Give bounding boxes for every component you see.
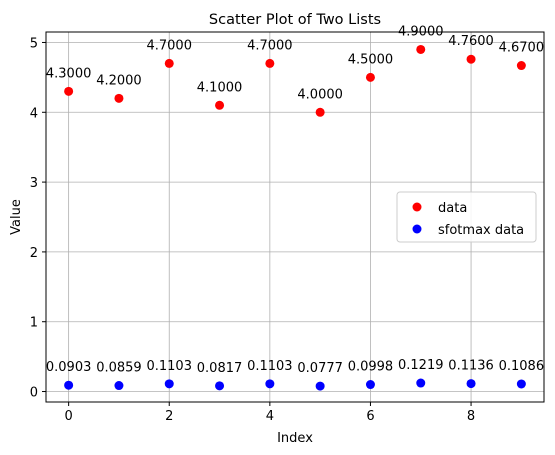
y-tick-label: 0 xyxy=(30,386,38,401)
data-label: 4.7000 xyxy=(247,38,293,53)
y-tick-label: 5 xyxy=(30,36,38,51)
x-tick-label: 2 xyxy=(165,409,173,424)
data-point xyxy=(265,58,275,68)
legend-marker xyxy=(412,202,422,212)
data-label: 0.1103 xyxy=(247,359,293,374)
data-point xyxy=(466,54,476,64)
data-label: 4.7600 xyxy=(448,34,494,49)
data-point xyxy=(215,381,225,391)
legend-marker xyxy=(412,224,422,234)
data-label: 0.0903 xyxy=(46,360,92,375)
data-label: 4.5000 xyxy=(348,52,394,67)
data-label: 4.2000 xyxy=(96,73,142,88)
data-point xyxy=(164,379,174,389)
data-point xyxy=(114,381,124,391)
data-point xyxy=(315,107,325,117)
y-tick-label: 4 xyxy=(30,106,38,121)
data-label: 0.0817 xyxy=(197,361,243,376)
data-point xyxy=(416,44,426,54)
series-2: 0.0903 0.0859 0.1103 0.0817 0.1103 0.0777 0.09… xyxy=(46,358,544,391)
y-tick-label: 3 xyxy=(30,176,38,191)
data-label: 0.1103 xyxy=(146,359,192,374)
x-axis-label: Index xyxy=(277,431,313,446)
legend-box xyxy=(396,191,537,243)
data-point xyxy=(265,379,275,389)
x-tick-label: 4 xyxy=(266,409,274,424)
data-point xyxy=(516,61,526,71)
data-point xyxy=(315,381,325,391)
axes-frame xyxy=(45,31,545,403)
data-label: 0.1136 xyxy=(448,359,494,374)
axes: 0 2 4 6 8 0 1 2 3 4 5 xyxy=(30,31,545,424)
legend-entry-label: data xyxy=(438,201,467,216)
plot-area: 4.3000 4.2000 4.7000 4.1000 4.7000 4.0000 4.50… xyxy=(46,24,545,391)
chart-title: Scatter Plot of Two Lists xyxy=(209,12,381,28)
y-tick-label: 1 xyxy=(30,316,38,331)
data-label: 0.1086 xyxy=(499,359,545,374)
data-point xyxy=(215,100,225,110)
data-label: 4.3000 xyxy=(46,66,92,81)
data-label: 4.7000 xyxy=(146,38,192,53)
y-axis-label: Value xyxy=(9,199,24,235)
data-point xyxy=(114,93,124,103)
data-point xyxy=(466,379,476,389)
data-point xyxy=(416,378,426,388)
data-label: 4.1000 xyxy=(197,80,243,95)
y-tick-label: 2 xyxy=(30,246,38,261)
grid xyxy=(46,32,544,402)
data-label: 0.0777 xyxy=(297,361,343,376)
data-point xyxy=(64,380,74,390)
legend-entry-label: sfotmax data xyxy=(438,223,524,238)
data-label: 4.6700 xyxy=(499,41,545,56)
data-point xyxy=(365,72,375,82)
data-point xyxy=(365,380,375,390)
x-tick-label: 8 xyxy=(467,409,475,424)
x-tick-label: 0 xyxy=(64,409,72,424)
data-label: 0.0859 xyxy=(96,361,142,376)
data-label: 0.1219 xyxy=(398,358,444,373)
series-1: 4.3000 4.2000 4.7000 4.1000 4.7000 4.0000 4.50… xyxy=(46,24,545,117)
data-point xyxy=(64,86,74,96)
x-tick-label: 6 xyxy=(366,409,374,424)
legend: data sfotmax data xyxy=(396,191,537,243)
data-label: 0.0998 xyxy=(348,360,394,375)
data-label: 4.0000 xyxy=(297,87,343,102)
data-point xyxy=(516,379,526,389)
data-point xyxy=(164,58,174,68)
